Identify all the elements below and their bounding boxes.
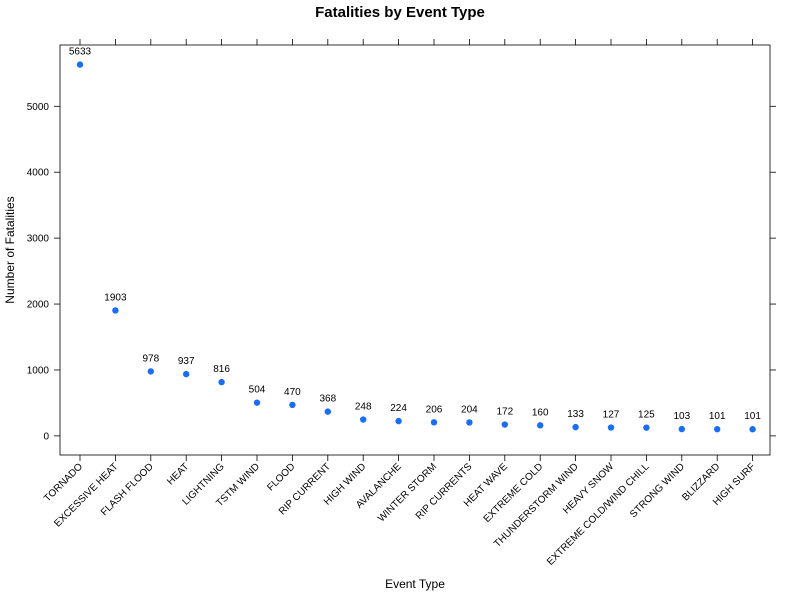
x-tick-label: EXCESSIVE HEAT [52, 461, 120, 529]
data-label: 133 [567, 409, 584, 420]
data-label: 103 [673, 411, 690, 422]
data-point [253, 399, 261, 406]
data-point [112, 307, 119, 314]
data-label: 937 [178, 356, 195, 367]
data-point [501, 421, 508, 428]
data-point [147, 368, 154, 375]
data-point [749, 426, 756, 433]
data-point [643, 424, 650, 431]
x-tick-label: FLOOD [265, 461, 297, 493]
data-point [466, 419, 473, 426]
y-tick-label: 1000 [27, 365, 50, 376]
data-label: 1903 [104, 292, 127, 303]
data-label: 160 [532, 407, 549, 418]
data-label: 978 [142, 353, 159, 364]
data-label: 204 [461, 404, 478, 415]
data-label: 504 [249, 385, 266, 396]
data-label: 127 [603, 410, 620, 421]
data-point [395, 417, 402, 425]
data-label: 816 [213, 364, 230, 375]
data-point [430, 419, 438, 426]
data-point [607, 424, 615, 431]
data-label: 470 [284, 387, 301, 398]
plot-frame [59, 44, 771, 456]
chart-title: Fatalities by Event Type [315, 4, 485, 21]
axis-ticks [54, 39, 776, 461]
data-point [678, 425, 685, 433]
data-label: 172 [496, 407, 513, 418]
data-label: 101 [709, 411, 726, 422]
y-axis-label: Number of Fatalities [3, 196, 17, 303]
data-label: 101 [744, 411, 761, 422]
data-point [76, 61, 84, 68]
data-point [183, 370, 190, 378]
x-tick-label: HEAT [165, 461, 191, 487]
x-axis-label: Event Type [385, 577, 445, 591]
y-tick-labels: 0 1000 2000 3000 4000 5000 [27, 102, 50, 443]
data-label: 206 [426, 404, 443, 415]
data-label: 368 [319, 394, 336, 405]
data-label: 125 [638, 410, 655, 421]
y-tick-label: 5000 [27, 102, 50, 113]
y-tick-label: 2000 [27, 300, 50, 311]
data-point [572, 423, 579, 431]
data-label: 248 [355, 402, 372, 413]
data-point [714, 426, 721, 433]
y-tick-label: 0 [43, 431, 49, 442]
data-point [218, 378, 225, 386]
y-tick-label: 4000 [27, 168, 50, 179]
data-label: 5633 [69, 47, 92, 58]
data-point [289, 401, 296, 409]
data-label: 224 [390, 403, 407, 414]
data-point [537, 422, 544, 429]
data-point [360, 416, 367, 423]
data-point [324, 408, 331, 415]
data-points [76, 61, 756, 433]
y-tick-label: 3000 [27, 234, 50, 245]
data-labels: 5633 1903 978 937 816 504 470 368 248 224 206 204 17… [69, 47, 762, 423]
